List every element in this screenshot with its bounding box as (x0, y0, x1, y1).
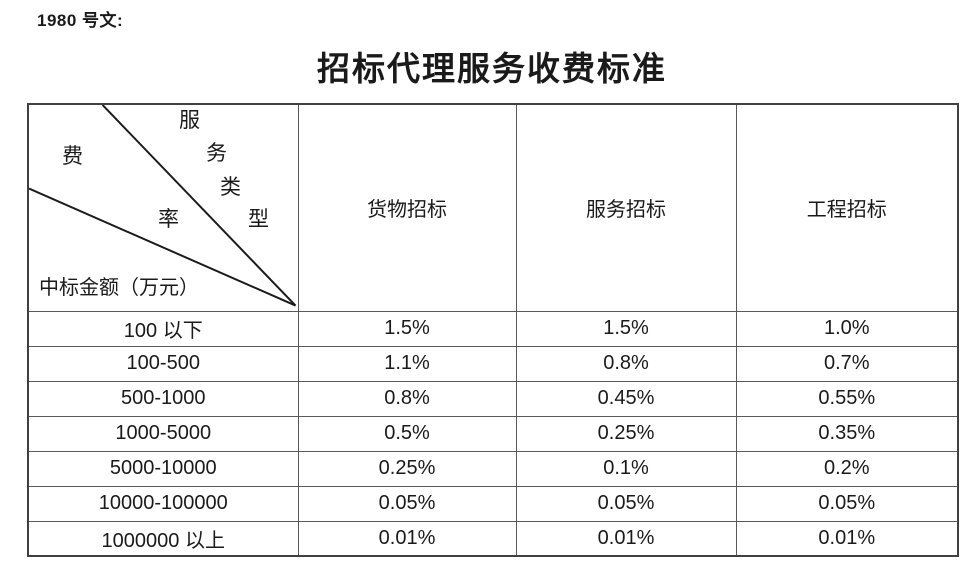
corner-fee-rate-char: 率 (158, 207, 179, 231)
rate-cell: 0.8% (515, 345, 737, 382)
corner-service-type-char: 型 (248, 207, 269, 231)
column-header-goods: 货物招标 (297, 103, 517, 312)
diagonal-line-upper (101, 105, 297, 307)
rate-cell: 0.55% (735, 380, 959, 417)
diagonal-line-lower (29, 187, 296, 307)
doc-number-label: 1980 号文: (37, 11, 124, 30)
column-header-engineering: 工程招标 (735, 103, 959, 312)
rate-cell: 0.05% (735, 485, 959, 522)
rate-cell: 1.0% (735, 310, 959, 347)
rate-cell: 0.5% (297, 415, 517, 452)
rate-cell: 0.25% (297, 450, 517, 487)
table-row: 500-1000 0.8% 0.45% 0.55% (27, 380, 959, 417)
amount-range-cell: 5000-10000 (27, 450, 299, 487)
rate-cell: 0.35% (735, 415, 959, 452)
corner-fee-rate-char: 费 (62, 144, 83, 168)
rate-cell: 0.25% (515, 415, 737, 452)
rate-cell: 0.05% (515, 485, 737, 522)
rate-cell: 0.01% (735, 520, 959, 557)
table-row: 100-500 1.1% 0.8% 0.7% (27, 345, 959, 382)
corner-service-type-char: 服 (179, 108, 200, 132)
rate-cell: 0.8% (297, 380, 517, 417)
table-row: 1000000 以上 0.01% 0.01% 0.01% (27, 520, 959, 557)
table-header-row: 服 务 类 型 费 率 中标金额（万元） 货物招标 服务招标 工程招标 (27, 103, 959, 312)
rate-cell: 0.05% (297, 485, 517, 522)
column-header-services: 服务招标 (515, 103, 737, 312)
amount-range-cell: 10000-100000 (27, 485, 299, 522)
table-row: 5000-10000 0.25% 0.1% 0.2% (27, 450, 959, 487)
corner-service-type-char: 务 (206, 141, 227, 165)
rate-cell: 0.2% (735, 450, 959, 487)
table-row: 10000-100000 0.05% 0.05% 0.05% (27, 485, 959, 522)
rate-cell: 0.01% (515, 520, 737, 557)
diagonal-corner-cell: 服 务 类 型 费 率 中标金额（万元） (27, 103, 299, 312)
corner-bid-amount-label: 中标金额（万元） (39, 277, 199, 299)
amount-range-cell: 100-500 (27, 345, 299, 382)
rate-cell: 1.5% (515, 310, 737, 347)
rate-cell: 0.7% (735, 345, 959, 382)
corner-service-type-char: 类 (220, 175, 241, 199)
rate-cell: 0.45% (515, 380, 737, 417)
rate-cell: 0.01% (297, 520, 517, 557)
diagonal-corner-content: 服 务 类 型 费 率 中标金额（万元） (29, 105, 297, 310)
amount-range-cell: 100 以下 (27, 310, 299, 347)
rate-cell: 1.5% (297, 310, 517, 347)
fee-standard-table: 服 务 类 型 费 率 中标金额（万元） 货物招标 服务招标 工程招标 100 … (27, 103, 959, 557)
amount-range-cell: 500-1000 (27, 380, 299, 417)
amount-range-cell: 1000000 以上 (27, 520, 299, 557)
rate-cell: 1.1% (297, 345, 517, 382)
diagonal-lines (29, 105, 297, 307)
rate-cell: 0.1% (515, 450, 737, 487)
page-title: 招标代理服务收费标准 (317, 52, 667, 88)
amount-range-cell: 1000-5000 (27, 415, 299, 452)
table-row: 1000-5000 0.5% 0.25% 0.35% (27, 415, 959, 452)
table-row: 100 以下 1.5% 1.5% 1.0% (27, 310, 959, 347)
